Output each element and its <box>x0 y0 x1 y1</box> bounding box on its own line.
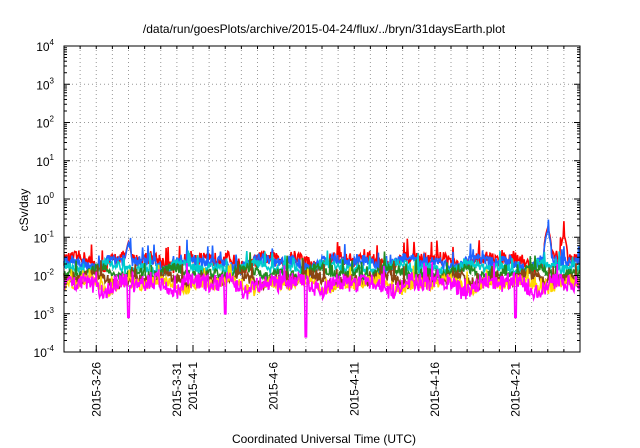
x-tick-label: 2015-3-26 <box>89 362 103 417</box>
y-tick-label: 102 <box>36 115 54 131</box>
chart-title: /data/run/goesPlots/archive/2015-04-24/f… <box>143 22 506 36</box>
x-tick-label: 2015-4-6 <box>267 362 281 410</box>
y-tick-label: 103 <box>36 76 54 92</box>
y-tick-label: 10-2 <box>34 268 55 284</box>
x-tick-label: 2015-4-16 <box>428 362 442 417</box>
x-tick-label: 2015-4-11 <box>347 362 361 416</box>
x-tick-label: 2015-4-21 <box>509 362 523 417</box>
x-tick-label: 2015-4-1 <box>186 362 200 410</box>
x-tick-label: 2015-3-31 <box>170 362 184 417</box>
series-line <box>63 261 581 338</box>
y-tick-label: 101 <box>36 153 54 169</box>
y-tick-label: 10-4 <box>34 344 55 360</box>
y-tick-label: 100 <box>36 191 54 207</box>
x-axis-label: Coordinated Universal Time (UTC) <box>232 432 416 446</box>
series-group <box>63 219 581 338</box>
y-tick-label: 10-3 <box>34 306 55 322</box>
x-axis: 2015-3-26 2015-3-31 2015-4-1 2015-4-6 2015-4… <box>79 46 565 417</box>
y-tick-label: 10-1 <box>34 229 55 245</box>
y-axis: 10-4 10-3 10-2 10-1 100 101 102 103 104 <box>34 38 580 360</box>
grid <box>64 46 580 352</box>
y-axis-label: cSv/day <box>17 189 31 232</box>
y-tick-label: 104 <box>36 38 54 54</box>
